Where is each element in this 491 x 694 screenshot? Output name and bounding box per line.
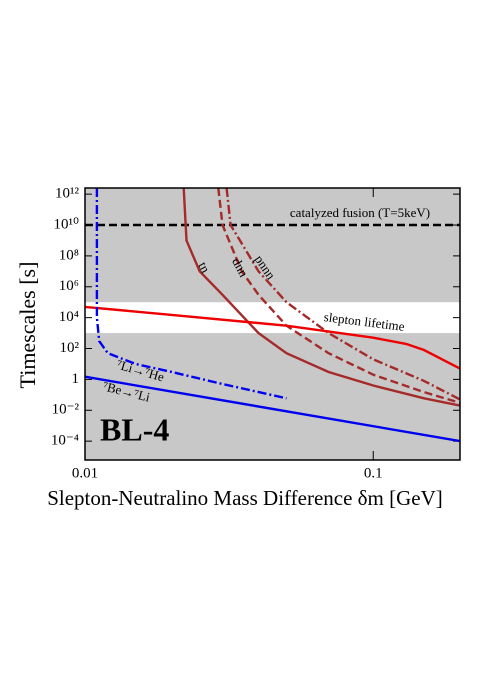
x-tick-label: 0.1	[364, 465, 383, 481]
y-tick-label: 10¹²	[55, 186, 79, 202]
plot-frame	[84, 187, 461, 461]
series-label: catalyzed fusion (T=5keV)	[290, 205, 430, 220]
y-tick-label: 10¹⁰	[53, 216, 79, 232]
x-tick-label: 0.01	[72, 465, 98, 481]
y-tick-label: 10⁻⁴	[51, 433, 79, 449]
y-axis-label: Timescales [s]	[15, 262, 40, 389]
x-axis-label: Slepton-Neutralino Mass Difference δm [G…	[47, 486, 443, 510]
y-tick-label: 10⁸	[59, 247, 79, 263]
series-line	[95, 188, 287, 400]
y-tick-label: 10⁴	[59, 309, 79, 325]
y-tick-label: 10⁶	[59, 278, 79, 294]
unshaded-band	[85, 302, 460, 334]
series-line	[85, 305, 460, 370]
panel-label: BL-4	[100, 411, 169, 447]
y-tick-label: 1	[72, 371, 80, 387]
y-tick-label: 10⁻²	[52, 402, 80, 418]
y-tick-label: 10²	[60, 340, 80, 356]
series-line	[182, 188, 460, 407]
series-line	[85, 375, 460, 443]
series-line	[225, 188, 460, 401]
